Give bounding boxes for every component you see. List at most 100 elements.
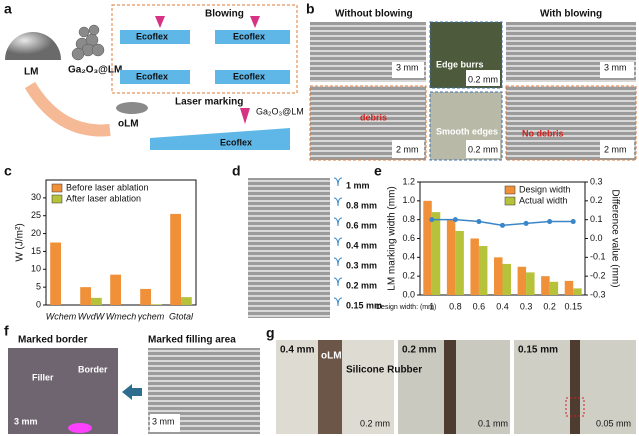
y-tick-label: 0.2 [402,271,415,281]
bar [151,304,162,305]
point [429,217,435,223]
brace [333,277,343,287]
y2-tick-label: 0.0 [590,233,603,243]
bar [170,213,181,305]
bar [526,272,535,295]
label: 0.15 mm [518,345,558,356]
substrate [150,128,290,150]
y-tick-label: 0.4 [402,252,415,262]
y-tick-label: 20 [31,228,41,238]
bar [110,274,121,305]
point [452,217,458,223]
highlight [565,397,585,417]
x-tick-label: 0.15 [564,301,582,311]
y2-tick-label: 0.1 [590,214,603,224]
width-labels: 1 mm 0.8 mm 0.6 mm 0.4 mm 0.3 mm 0.2 mm 0.15 m… [333,177,382,310]
y2-tick-label: -0.3 [590,289,606,299]
chart: 0 5 10 15 20 25 30 W (J/m²) Wchem WvdW Wmech γchem G… [15,179,197,321]
label: No debris [522,128,564,138]
x-tick-label: WvdW [78,311,106,321]
laser [240,108,250,124]
bar [494,257,503,295]
y-tick-label: 1.2 [402,176,415,186]
y2-tick-label: -0.1 [590,252,606,262]
x-tick-label: 0.3 [520,301,533,311]
laser-spot [68,423,92,433]
label: Smooth edges [436,126,498,136]
y-tick-label: 25 [31,210,41,220]
bar [470,238,479,295]
label: Marked border [18,335,88,346]
y-tick-label: 15 [31,246,41,256]
label: Without blowing [335,9,413,20]
bar [91,297,102,305]
y-axis-label: LM marking width (mm) [387,186,398,290]
brace [333,237,343,247]
micrograph [248,178,330,318]
label: 0.4 mm [280,345,315,356]
bar [140,288,151,305]
panel-label: b [306,1,315,17]
x-tick-label: 0.2 [543,301,556,311]
x-tick-label: Wchem [46,311,77,321]
bar [502,263,511,295]
x-axis-label: Design width: (mm) [376,304,436,311]
width-label: 0.8 mm [346,200,377,210]
label: Edge burrs [436,59,484,69]
point [570,219,576,225]
label: Border [78,364,108,374]
label: 2 mm [604,144,627,154]
x-tick-label: 0.8 [449,301,462,311]
panel-label: c [4,163,12,179]
legend-swatch [51,183,63,193]
label: debris [360,112,387,122]
y-axis-label: W (J/m²) [15,223,26,261]
legend-swatch [504,196,516,206]
bar [423,200,432,295]
legend-label: After laser ablation [66,193,141,203]
arrow [122,384,142,400]
brace [333,297,343,307]
bar [80,287,91,305]
label: 3 mm [604,62,627,72]
olm-line [570,340,580,434]
bar [478,246,488,295]
x-tick-label: Wmech [106,311,137,321]
panel-label: d [232,163,241,179]
legend-label: Design width [519,184,571,194]
label: 0.2 mm [468,74,498,84]
panel-label: g [266,325,275,341]
inset-frame [111,4,298,94]
label: 0.2 mm [468,144,498,154]
y2-tick-label: 0.2 [590,195,603,205]
point [500,222,505,228]
legend-swatch [51,194,63,204]
width-label: 0.3 mm [346,260,377,270]
brace [333,197,343,207]
micrograph [8,348,118,434]
bar [564,280,574,295]
y2-tick-label: 0.3 [590,176,603,186]
bar [431,212,441,295]
arrow [24,81,111,137]
y2-axis-label: Difference value (mm) [609,189,620,287]
x-tick-label: Gtotal [169,311,194,321]
label: Laser marking [175,97,243,108]
label: LM [24,67,38,78]
label: oLM [321,351,342,362]
y-tick-label: 0.0 [402,289,415,299]
panel-label: f [4,323,9,339]
label: Marked filling area [148,335,236,346]
label: 0.2 mm [402,345,437,356]
point [476,219,482,225]
bar [181,297,192,305]
label: Ga₂O₃@LM [68,65,122,76]
substrates [120,30,290,84]
brace [333,177,343,187]
olm-line [318,340,342,434]
label: Ecoflex [136,71,168,81]
label: Ecoflex [220,137,252,147]
label: Blowing [205,9,244,20]
lm-drop [5,32,61,60]
